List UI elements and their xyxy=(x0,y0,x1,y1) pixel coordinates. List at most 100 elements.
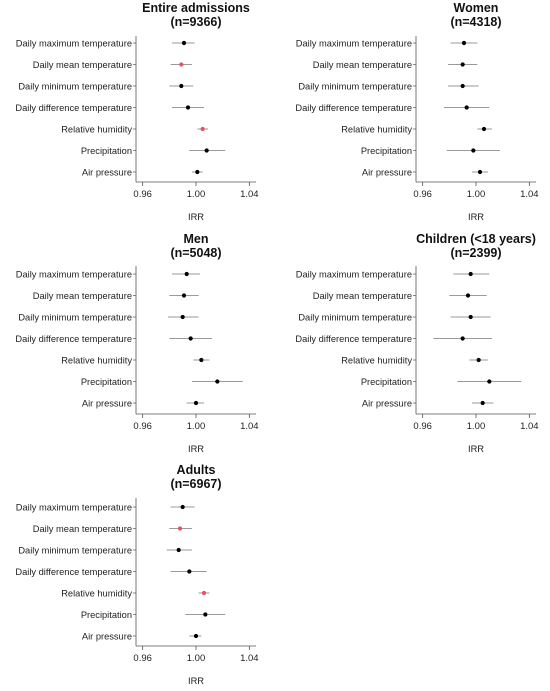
irr-point xyxy=(461,40,467,46)
variable-label: Relative humidity xyxy=(61,355,132,365)
variable-label: Air pressure xyxy=(82,167,132,177)
panel-subtitle: (n=4318) xyxy=(450,15,501,29)
variable-label: Daily difference temperature xyxy=(15,334,132,344)
panel-title: Men xyxy=(184,232,209,246)
irr-point xyxy=(203,612,208,617)
irr-point xyxy=(460,62,465,67)
irr-point xyxy=(176,547,181,553)
panel-title: Children (<18 years) xyxy=(416,232,536,246)
irr-point xyxy=(179,83,184,89)
variable-label: Daily difference temperature xyxy=(15,567,132,577)
variable-label: Relative humidity xyxy=(61,588,132,598)
variable-label: Daily mean temperature xyxy=(33,60,132,70)
x-axis-label: IRR xyxy=(188,212,204,222)
variable-label: Air pressure xyxy=(362,167,412,177)
irr-point xyxy=(187,569,192,574)
x-tick-label: 0.96 xyxy=(133,421,152,432)
irr-point xyxy=(468,271,473,277)
variable-label: Precipitation xyxy=(361,146,412,156)
irr-point xyxy=(476,357,481,363)
irr-point xyxy=(215,379,220,384)
variable-label: Precipitation xyxy=(81,610,132,620)
irr-point xyxy=(185,105,191,110)
x-tick-label: 0.96 xyxy=(413,421,432,432)
panel-title: Entire admissions xyxy=(142,1,250,15)
variable-label: Daily maximum temperature xyxy=(16,269,132,279)
irr-point xyxy=(460,83,465,89)
x-tick-label: 0.96 xyxy=(133,189,152,200)
variable-label: Precipitation xyxy=(81,377,132,387)
irr-point xyxy=(468,314,473,320)
x-tick-label: 1.04 xyxy=(240,189,259,200)
irr-point xyxy=(464,105,469,110)
irr-point-significant xyxy=(177,526,183,531)
irr-point xyxy=(193,400,199,406)
variable-label: Daily mean temperature xyxy=(313,60,412,70)
irr-point xyxy=(481,126,487,132)
variable-label: Daily minimum temperature xyxy=(18,81,132,91)
variable-label: Relative humidity xyxy=(341,355,412,365)
variable-label: Daily minimum temperature xyxy=(18,312,132,322)
variable-label: Daily minimum temperature xyxy=(298,81,412,91)
variable-label: Daily maximum temperature xyxy=(16,502,132,512)
variable-label: Daily mean temperature xyxy=(313,291,412,301)
variable-label: Daily difference temperature xyxy=(15,103,132,113)
variable-label: Daily minimum temperature xyxy=(298,312,412,322)
irr-point-significant xyxy=(179,62,184,67)
x-axis-label: IRR xyxy=(188,676,204,686)
x-tick-label: 0.96 xyxy=(413,189,432,200)
variable-label: Daily mean temperature xyxy=(33,524,132,534)
forest-panel: Entire admissions(n=9366) 0.96 1.00 1.04 IRR… xyxy=(15,1,258,222)
panel-title: Women xyxy=(454,1,499,15)
x-tick-label: 1.04 xyxy=(520,421,539,432)
variable-label: Daily maximum temperature xyxy=(296,269,412,279)
forest-panel: Men(n=5048) 0.96 1.00 1.04 IRR Daily maximum … xyxy=(15,232,258,454)
x-axis-label: IRR xyxy=(188,444,204,454)
variable-label: Daily maximum temperature xyxy=(296,38,412,48)
irr-point xyxy=(471,148,476,153)
x-axis-label: IRR xyxy=(468,212,484,222)
variable-label: Daily maximum temperature xyxy=(16,38,132,48)
irr-point xyxy=(204,148,209,153)
irr-point xyxy=(181,40,187,46)
x-tick-label: 1.00 xyxy=(467,189,486,200)
panel-subtitle: (n=9366) xyxy=(170,15,221,29)
variable-label: Precipitation xyxy=(361,377,412,387)
x-tick-label: 1.00 xyxy=(187,421,206,432)
irr-point xyxy=(480,400,485,406)
variable-label: Daily difference temperature xyxy=(295,103,412,113)
variable-label: Air pressure xyxy=(82,398,132,408)
panel-title: Adults xyxy=(177,463,216,477)
irr-point xyxy=(487,379,492,384)
variable-label: Daily mean temperature xyxy=(33,291,132,301)
x-tick-label: 1.04 xyxy=(240,421,259,432)
variable-label: Precipitation xyxy=(81,146,132,156)
variable-label: Relative humidity xyxy=(61,124,132,134)
x-tick-label: 1.04 xyxy=(520,189,539,200)
irr-point-significant xyxy=(200,126,205,132)
irr-point xyxy=(199,357,204,363)
x-axis-label: IRR xyxy=(468,444,484,454)
irr-point xyxy=(184,271,189,277)
irr-point xyxy=(477,169,483,175)
variable-label: Air pressure xyxy=(362,398,412,408)
x-tick-label: 1.00 xyxy=(467,421,486,432)
x-tick-label: 1.00 xyxy=(187,653,206,664)
panel-subtitle: (n=6967) xyxy=(170,477,221,491)
variable-label: Daily difference temperature xyxy=(295,334,412,344)
variable-label: Relative humidity xyxy=(341,124,412,134)
x-tick-label: 1.04 xyxy=(240,653,259,664)
irr-point xyxy=(465,293,471,298)
x-tick-label: 0.96 xyxy=(133,653,152,664)
forest-panel: Children (<18 years)(n=2399) 0.96 1.00 1.04… xyxy=(295,232,538,454)
irr-point xyxy=(180,314,185,320)
irr-point xyxy=(180,504,185,510)
variable-label: Air pressure xyxy=(82,631,132,641)
irr-point xyxy=(195,169,200,175)
irr-point-significant xyxy=(201,590,207,596)
panel-subtitle: (n=2399) xyxy=(450,246,501,260)
forest-panel: Adults(n=6967) 0.96 1.00 1.04 IRR Daily maxim… xyxy=(15,463,258,686)
forest-panel: Women(n=4318) 0.96 1.00 1.04 IRR Daily maximu… xyxy=(295,1,538,222)
